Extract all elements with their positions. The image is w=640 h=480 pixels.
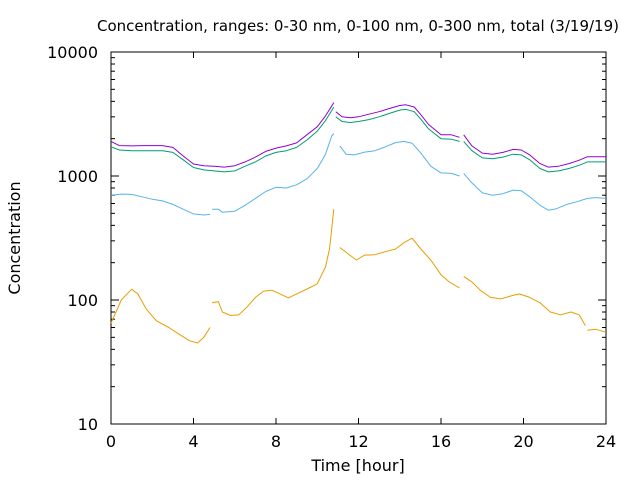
series-segment	[463, 141, 606, 173]
x-tick-label: 24	[596, 432, 616, 451]
series-segment	[335, 108, 460, 142]
series-line	[110, 133, 607, 216]
x-tick-label: 4	[188, 432, 198, 451]
y-tick-label: 10	[78, 415, 98, 434]
series-segment	[463, 134, 606, 168]
series-segment	[463, 275, 586, 326]
plot-frame	[110, 51, 607, 425]
series-group	[110, 102, 607, 344]
series-segment	[110, 106, 335, 173]
y-tick-label: 100	[67, 291, 98, 310]
series-line	[110, 102, 606, 168]
x-tick-label: 16	[431, 432, 451, 451]
series-segment	[110, 193, 211, 216]
series-segment	[212, 133, 335, 213]
series-segment	[110, 102, 335, 168]
series-segment	[212, 209, 335, 316]
y-axis-title: Concentration	[5, 181, 24, 294]
series-segment	[339, 237, 460, 289]
x-axis-ticks: 0 4 8 12 16 20 24	[106, 52, 616, 451]
series-segment	[335, 104, 460, 138]
x-tick-label: 12	[348, 432, 368, 451]
plot-border	[110, 51, 607, 425]
y-tick-label: 10000	[47, 43, 98, 62]
series-segment	[110, 288, 211, 344]
x-tick-label: 8	[271, 432, 281, 451]
series-segment	[587, 328, 607, 333]
y-tick-label: 1000	[57, 167, 98, 186]
series-segment	[463, 173, 607, 211]
x-tick-label: 0	[106, 432, 116, 451]
series-line	[110, 106, 606, 173]
series-segment	[339, 140, 460, 177]
chart-title: Concentration, ranges: 0-30 nm, 0-100 nm…	[97, 17, 619, 35]
series-line	[110, 209, 607, 344]
x-axis-title: Time [hour]	[310, 456, 404, 475]
x-tick-label: 20	[513, 432, 533, 451]
y-axis-ticks: 10 100 1000 10000	[47, 43, 606, 434]
